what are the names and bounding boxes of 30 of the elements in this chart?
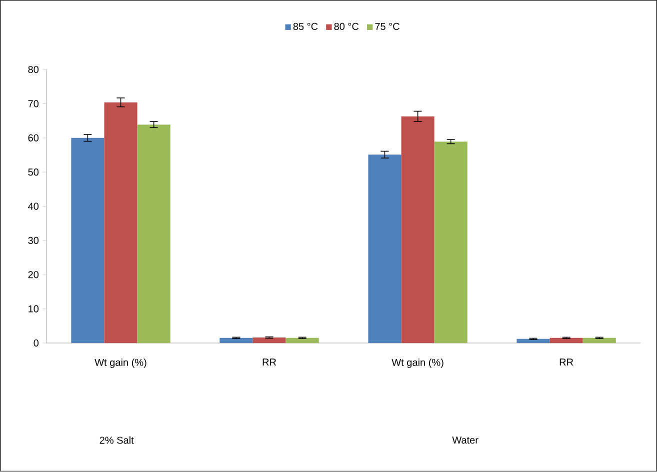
text: 2% Salt <box>100 436 134 444</box>
y-tick-label: 60 <box>28 134 39 142</box>
bar <box>550 338 583 344</box>
bar <box>220 338 253 344</box>
x-tick-label: Wt gain (%) <box>94 358 146 368</box>
x-tick-label: RR <box>560 358 574 366</box>
y-tick-label: 0 <box>34 340 39 347</box>
bar <box>252 338 286 344</box>
bar <box>434 142 468 344</box>
x-tick-label: Wt gain (%) <box>392 358 444 368</box>
x-tick-label: RR <box>262 358 276 366</box>
bar <box>368 154 402 344</box>
y-tick-label: 70 <box>28 100 39 108</box>
bar <box>286 338 319 344</box>
legend-label: 80 °C <box>334 23 359 30</box>
bar <box>516 339 550 344</box>
legend-label: 85 °C <box>293 23 318 30</box>
bar <box>401 116 434 344</box>
y-tick-label: 80 <box>28 66 39 74</box>
bar <box>582 338 616 344</box>
bar <box>104 102 138 344</box>
y-tick-label: 50 <box>28 168 39 176</box>
y-tick-label: 40 <box>28 202 39 210</box>
bar <box>137 124 170 344</box>
bar <box>71 138 104 344</box>
y-tick-label: 20 <box>28 271 39 278</box>
legend-label: 75 °C <box>375 23 400 30</box>
y-tick-label: 10 <box>28 305 39 313</box>
text: Water <box>452 436 478 444</box>
y-tick-label: 30 <box>28 237 39 244</box>
